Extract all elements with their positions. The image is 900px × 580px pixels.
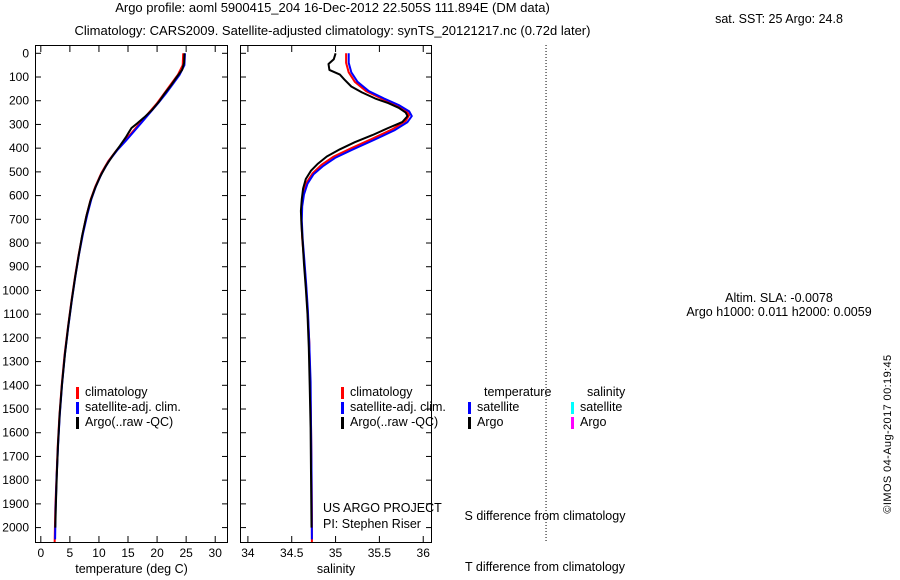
svg-text:36: 36 bbox=[417, 546, 431, 560]
legend-label-argo: Argo(..raw -QC) bbox=[350, 415, 439, 429]
svg-text:100: 100 bbox=[9, 70, 29, 84]
svg-text:0: 0 bbox=[37, 546, 44, 560]
s-diff-inner-label: S difference from climatology bbox=[464, 509, 626, 523]
legend-label-t-satellite: satellite bbox=[477, 400, 520, 414]
figure-title: Argo profile: aoml 5900415_204 16-Dec-20… bbox=[115, 0, 550, 15]
svg-text:300: 300 bbox=[9, 117, 29, 131]
svg-text:10: 10 bbox=[92, 546, 106, 560]
svg-text:500: 500 bbox=[9, 165, 29, 179]
svg-text:25: 25 bbox=[179, 546, 193, 560]
legend-label-s-argo: Argo bbox=[580, 415, 607, 429]
plot-border bbox=[240, 45, 432, 543]
temp-plot-legend: climatology satellite-adj. clim. Argo(..… bbox=[76, 385, 181, 430]
svg-text:900: 900 bbox=[9, 260, 29, 274]
climatology-color-key bbox=[341, 386, 344, 399]
svg-text:34: 34 bbox=[241, 546, 255, 560]
diff-legend-sal-header: salinity bbox=[587, 385, 626, 399]
difference-profile-plot bbox=[545, 45, 547, 543]
s-satellite-color-key bbox=[571, 401, 574, 414]
svg-text:1600: 1600 bbox=[2, 426, 29, 440]
plot-border bbox=[35, 45, 228, 543]
imos-watermark: ©IMOS 04-Aug-2017 00:19:45 bbox=[882, 354, 894, 514]
svg-text:1000: 1000 bbox=[2, 283, 29, 297]
legend-label-satellite-clim: satellite-adj. clim. bbox=[85, 400, 181, 414]
svg-text:1400: 1400 bbox=[2, 378, 29, 392]
svg-text:5: 5 bbox=[67, 546, 74, 560]
svg-text:1800: 1800 bbox=[2, 473, 29, 487]
t-argo-color-key bbox=[468, 416, 471, 429]
legend-label-argo: Argo(..raw -QC) bbox=[85, 415, 174, 429]
svg-text:800: 800 bbox=[9, 236, 29, 250]
svg-text:1700: 1700 bbox=[2, 449, 29, 463]
temp-axis-label: temperature (deg C) bbox=[75, 562, 188, 576]
series-satellite-adjusted-climatology bbox=[300, 53, 413, 540]
legend-label-climatology: climatology bbox=[85, 385, 148, 399]
sst-map-title: sat. SST: 25 Argo: 24.8 bbox=[715, 12, 843, 26]
salinity-profile-plot: 34 34.5 35 35.5 36 bbox=[240, 45, 432, 560]
svg-text:1300: 1300 bbox=[2, 355, 29, 369]
project-note: US ARGO PROJECT PI: Stephen Riser bbox=[323, 500, 442, 532]
series-argo-raw bbox=[54, 53, 186, 528]
svg-text:200: 200 bbox=[9, 94, 29, 108]
svg-text:1500: 1500 bbox=[2, 402, 29, 416]
argo-color-key bbox=[76, 416, 79, 429]
sla-title-line2: Argo h1000: 0.011 h2000: 0.0059 bbox=[686, 305, 872, 319]
svg-text:35.5: 35.5 bbox=[368, 546, 392, 560]
svg-text:30: 30 bbox=[209, 546, 223, 560]
s-argo-color-key bbox=[571, 416, 574, 429]
svg-text:400: 400 bbox=[9, 141, 29, 155]
project-note-line1: US ARGO PROJECT bbox=[323, 501, 442, 515]
svg-text:0: 0 bbox=[22, 46, 29, 60]
figure-subtitle: Climatology: CARS2009. Satellite-adjuste… bbox=[74, 23, 591, 38]
series-climatology bbox=[300, 53, 411, 543]
t-satellite-color-key bbox=[468, 401, 471, 414]
legend-label-climatology: climatology bbox=[350, 385, 413, 399]
svg-text:20: 20 bbox=[150, 546, 164, 560]
legend-label-t-argo: Argo bbox=[477, 415, 504, 429]
argo-color-key bbox=[341, 416, 344, 429]
satellite-clim-color-key bbox=[341, 401, 344, 414]
temperature-profile-plot: 0 5 10 15 20 25 300100200300400500600700800900… bbox=[2, 45, 228, 560]
sal-axis-label: salinity bbox=[316, 562, 356, 576]
svg-text:15: 15 bbox=[121, 546, 135, 560]
legend-label-s-satellite: satellite bbox=[580, 400, 623, 414]
satellite-clim-color-key bbox=[76, 401, 79, 414]
sla-map bbox=[680, 328, 878, 558]
svg-text:1100: 1100 bbox=[3, 307, 29, 321]
sal-plot-legend: climatology satellite-adj. clim. Argo(..… bbox=[341, 385, 446, 430]
svg-text:34.5: 34.5 bbox=[280, 546, 304, 560]
svg-text:2000: 2000 bbox=[2, 521, 29, 535]
svg-text:700: 700 bbox=[9, 212, 29, 226]
diff-legend-temp-header: temperature bbox=[484, 385, 552, 399]
series-satellite-adjusted-climatology bbox=[54, 53, 186, 540]
climatology-color-key bbox=[76, 386, 79, 399]
sst-map bbox=[680, 33, 878, 270]
diff-plot-legend-salinity: salinity satellite Argo bbox=[571, 385, 625, 430]
legend-label-satellite-clim: satellite-adj. clim. bbox=[350, 400, 446, 414]
sla-title-line1: Altim. SLA: -0.0078 bbox=[725, 291, 833, 305]
svg-text:600: 600 bbox=[9, 189, 29, 203]
series-climatology bbox=[53, 53, 185, 543]
t-diff-axis-label: T difference from climatology bbox=[464, 560, 626, 574]
diff-plot-legend-temperature: temperature satellite Argo bbox=[468, 385, 551, 430]
series-argo-raw bbox=[299, 53, 409, 528]
svg-text:35: 35 bbox=[329, 546, 343, 560]
svg-text:1200: 1200 bbox=[2, 331, 29, 345]
project-note-line2: PI: Stephen Riser bbox=[323, 517, 421, 531]
svg-text:1900: 1900 bbox=[2, 497, 29, 511]
